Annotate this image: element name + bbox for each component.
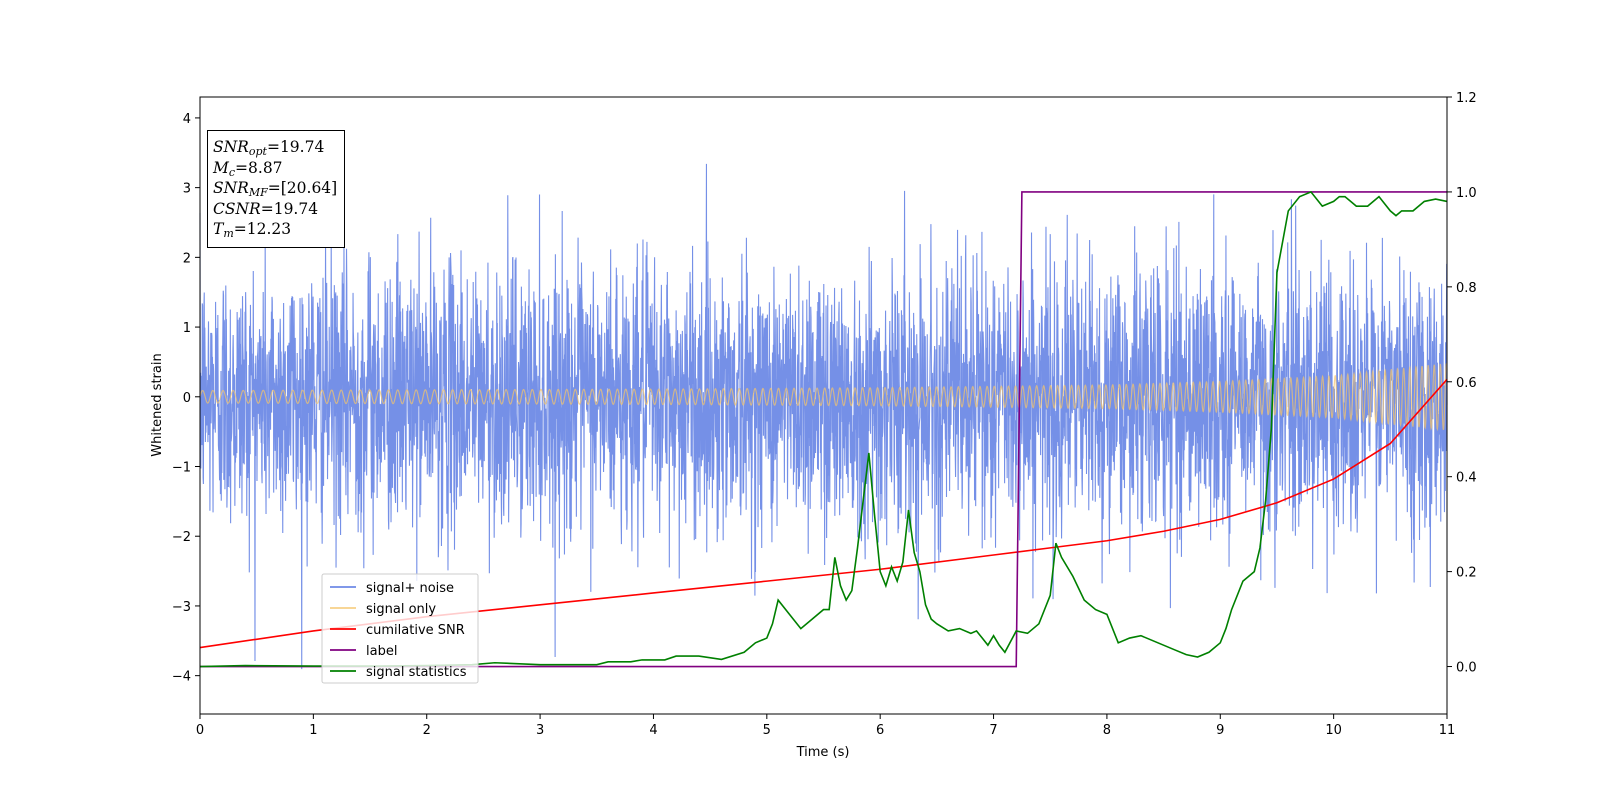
x-tick-label: 2 — [423, 723, 431, 738]
legend-box — [321, 573, 479, 684]
y-tick-label: 1 — [183, 321, 191, 336]
y2-tick-label: 0.6 — [1456, 376, 1477, 391]
series-signal-only — [199, 363, 1448, 432]
y-tick-label: −4 — [172, 670, 191, 685]
series-cumulative-snr — [199, 378, 1448, 649]
y-tick-label: 0 — [183, 391, 191, 406]
y-tick-label: −3 — [172, 600, 191, 615]
info-line-mc: Mc=8.87 — [213, 158, 283, 179]
x-tick-label: 7 — [989, 723, 997, 738]
x-tick-label: 3 — [536, 723, 544, 738]
y-tick-label: 3 — [183, 182, 191, 197]
plot-layer — [199, 163, 1448, 670]
x-tick-label: 1 — [309, 723, 317, 738]
y-tick-label: 4 — [183, 112, 191, 127]
y2-tick-label: 1.0 — [1456, 186, 1477, 201]
x-tick-label: 6 — [876, 723, 884, 738]
axis-layer: 0 1 2 3 4 5 6 7 8 9 10 1143210−1−2−3−41.21.00.80.60… — [172, 91, 1477, 738]
y2-tick-label: 0.2 — [1456, 566, 1477, 581]
plot-frame — [199, 96, 1448, 715]
info-line-snr-opt: SNRopt=19.74 — [213, 138, 325, 158]
y-tick-label: 2 — [183, 251, 191, 266]
info-line-tm: Tm=12.23 — [213, 220, 292, 240]
snr-info-box: SNRopt=19.74 Mc=8.87 SNRMF=[20.64] CSNR=… — [207, 130, 345, 248]
legend-entry: label — [366, 644, 397, 659]
y-tick-label: −2 — [172, 530, 191, 545]
legend-entry: signal+ noise — [366, 581, 454, 596]
x-axis-label: Time (s) — [796, 745, 850, 760]
series-label — [200, 191, 1447, 668]
info-line-csnr: CSNR=19.74 — [213, 199, 319, 218]
x-tick-label: 8 — [1103, 723, 1111, 738]
y2-tick-label: 0.4 — [1456, 471, 1477, 486]
x-tick-label: 5 — [763, 723, 771, 738]
y2-tick-label: 0.8 — [1456, 281, 1477, 296]
legend-entry: cumilative SNR — [366, 623, 465, 638]
x-tick-label: 4 — [649, 723, 657, 738]
info-line-snr-mf: SNRMF=[20.64] — [213, 179, 338, 199]
series-signal-statistics — [199, 190, 1448, 668]
y2-tick-label: 1.2 — [1456, 91, 1477, 106]
y-axis-label: Whitened strain — [150, 353, 165, 456]
legend: signal+ noise signal only cumilative SNR la… — [321, 573, 479, 684]
x-tick-label: 11 — [1439, 723, 1456, 738]
x-tick-label: 0 — [196, 723, 204, 738]
legend-entry: signal only — [366, 602, 436, 617]
x-tick-label: 10 — [1325, 723, 1342, 738]
legend-entry: signal statistics — [366, 665, 467, 680]
y2-tick-label: 0.0 — [1456, 661, 1477, 676]
x-tick-label: 9 — [1216, 723, 1224, 738]
y-tick-label: −1 — [172, 461, 191, 476]
